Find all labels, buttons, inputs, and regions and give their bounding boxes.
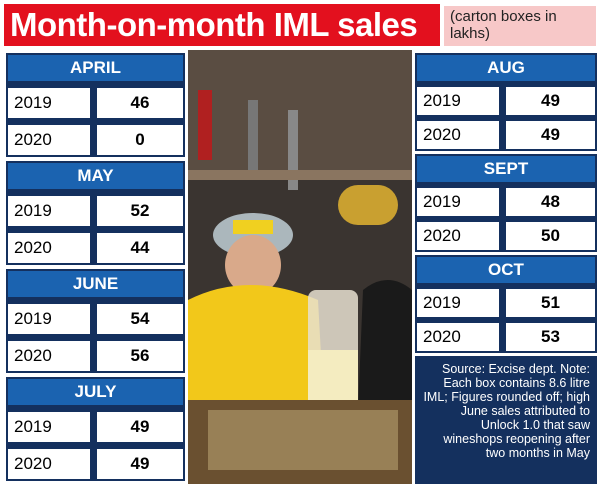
year-cell: 2019 [6, 194, 92, 228]
year-cell: 2020 [6, 339, 92, 373]
subtitle: (carton boxes in lakhs) [444, 6, 596, 46]
value-cell: 49 [504, 85, 597, 117]
year-cell: 2019 [6, 302, 92, 336]
value-cell: 53 [504, 321, 597, 353]
month-header: MAY [6, 161, 185, 191]
value-cell: 44 [95, 231, 185, 265]
note: Source: Excise dept. Note: Each box cont… [415, 356, 597, 484]
month-header: AUG [415, 53, 597, 83]
month-header: JULY [6, 377, 185, 407]
year-cell: 2019 [6, 86, 92, 120]
year-cell: 2019 [415, 287, 501, 319]
year-cell: 2020 [6, 231, 92, 265]
value-cell: 0 [95, 123, 185, 157]
value-cell: 49 [95, 447, 185, 481]
value-cell: 49 [504, 119, 597, 151]
value-cell: 49 [95, 410, 185, 444]
year-cell: 2020 [415, 119, 501, 151]
month-header: SEPT [415, 154, 597, 184]
value-cell: 51 [504, 287, 597, 319]
value-cell: 46 [95, 86, 185, 120]
year-cell: 2019 [6, 410, 92, 444]
year-cell: 2020 [6, 447, 92, 481]
title: Month-on-month IML sales [4, 4, 440, 46]
value-cell: 52 [95, 194, 185, 228]
value-cell: 50 [504, 220, 597, 252]
month-header: APRIL [6, 53, 185, 83]
value-cell: 48 [504, 186, 597, 218]
year-cell: 2020 [415, 220, 501, 252]
year-cell: 2020 [6, 123, 92, 157]
year-cell: 2020 [415, 321, 501, 353]
value-cell: 54 [95, 302, 185, 336]
value-cell: 56 [95, 339, 185, 373]
month-header: OCT [415, 255, 597, 285]
year-cell: 2019 [415, 85, 501, 117]
photo [188, 50, 412, 484]
month-header: JUNE [6, 269, 185, 299]
year-cell: 2019 [415, 186, 501, 218]
